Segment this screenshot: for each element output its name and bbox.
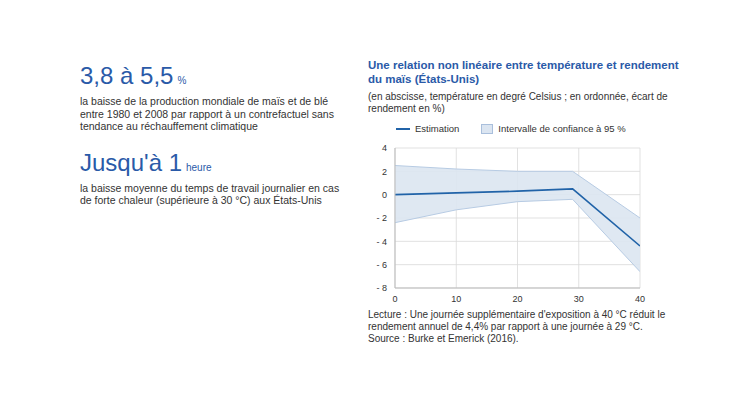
svg-text:- 6: - 6 bbox=[376, 260, 387, 270]
html-text:Lecture : Une journée suppléme: Lecture : Une journée supplémentaire d'e… bbox=[368, 309, 666, 332]
svg-text:10: 10 bbox=[451, 294, 461, 304]
svg-text:0: 0 bbox=[392, 294, 397, 304]
svg-text:- 8: - 8 bbox=[376, 283, 387, 293]
html-text:Estimation: Estimation bbox=[415, 123, 460, 134]
html-text:Source : Burke et Emerick (201: Source : Burke et Emerick (2016). bbox=[368, 333, 519, 344]
svg-text:4: 4 bbox=[382, 143, 387, 153]
svg-text:- 2: - 2 bbox=[376, 213, 387, 223]
svg-text:0: 0 bbox=[382, 190, 387, 200]
svg-text:- 4: - 4 bbox=[376, 237, 387, 247]
html-text:(en abscisse, température en d: (en abscisse, température en degré Celsi… bbox=[368, 91, 668, 114]
svg-text:30: 30 bbox=[574, 294, 584, 304]
html-text:Intervalle de confiance à 95 %: Intervalle de confiance à 95 % bbox=[498, 123, 626, 134]
svg-text:40: 40 bbox=[635, 294, 645, 304]
html-text:heure: heure bbox=[186, 161, 212, 173]
html-text:Une relation non linéaire entr: Une relation non linéaire entre températ… bbox=[368, 59, 679, 85]
html-text:3,8 à 5,5: 3,8 à 5,5 bbox=[80, 62, 174, 89]
svg-text:20: 20 bbox=[512, 294, 522, 304]
html-text:la baisse moyenne du temps de: la baisse moyenne du temps de travail jo… bbox=[80, 181, 340, 206]
html-text:Jusqu'à 1: Jusqu'à 1 bbox=[80, 148, 182, 176]
svg-text:2: 2 bbox=[382, 167, 387, 177]
html-text:la baisse de la production mon: la baisse de la production mondiale de m… bbox=[80, 95, 334, 132]
